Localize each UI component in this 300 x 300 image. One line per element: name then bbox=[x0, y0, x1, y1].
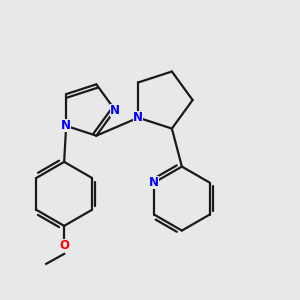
Text: O: O bbox=[59, 239, 69, 252]
Text: N: N bbox=[110, 103, 120, 116]
Text: N: N bbox=[61, 119, 71, 132]
Text: N: N bbox=[149, 176, 159, 189]
Text: N: N bbox=[133, 111, 143, 124]
